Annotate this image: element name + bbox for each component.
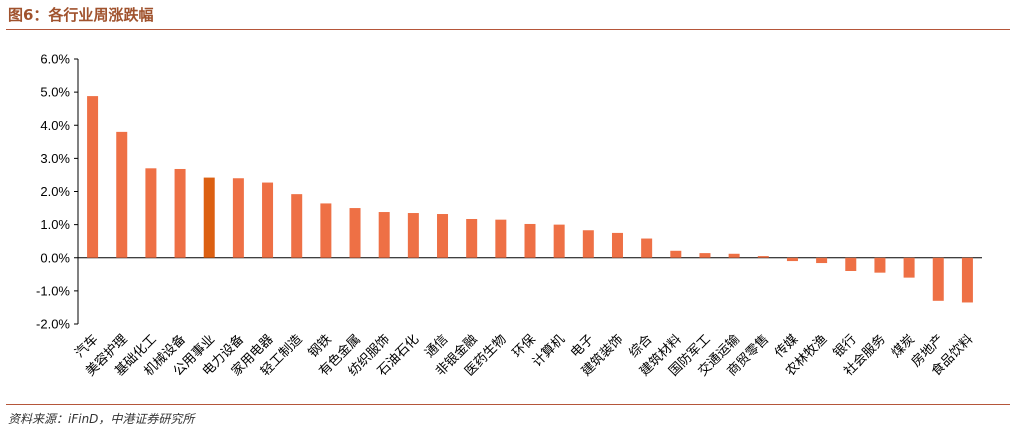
bar [524,223,536,258]
bar [87,96,99,258]
bar [495,219,507,258]
bar [203,177,215,258]
bar [699,253,711,258]
bar [903,257,915,278]
footer-divider [6,404,1010,405]
bar [670,250,682,258]
source-note: 资料来源：iFinD，中港证券研究所 [8,412,195,426]
bar [582,230,594,258]
bar [145,168,157,258]
bar [786,257,798,262]
bar [378,212,390,258]
bar [874,257,886,273]
y-tick-label: 5.0% [40,85,70,100]
title-divider [6,29,1010,30]
bar [407,213,419,258]
bar [291,194,303,258]
bar [349,208,361,258]
bar [116,131,128,258]
x-tick-label: 计算机 [530,332,568,370]
y-tick-label: 3.0% [40,151,70,166]
bar [262,182,274,258]
bar [816,257,828,264]
y-tick-label: 2.0% [40,184,70,199]
bar [961,257,973,303]
bar [320,203,332,258]
bar [437,214,449,258]
bar [553,224,565,258]
bar [845,257,857,271]
y-tick-label: 4.0% [40,118,70,133]
bar [466,218,478,258]
y-tick-label: -2.0% [36,317,70,332]
bar [641,238,653,258]
y-tick-label: 6.0% [40,52,70,67]
bar [757,256,769,258]
figure-title: 图6：各行业周涨跌幅 [8,6,154,24]
bar [611,232,623,258]
y-tick-label: 0.0% [40,250,70,265]
y-tick-label: 1.0% [40,217,70,232]
bar [174,168,186,258]
bar-chart: 6.0%5.0%4.0%3.0%2.0%1.0%0.0%-1.0%-2.0%汽车… [36,52,982,379]
y-tick-label: -1.0% [36,283,70,298]
bar [728,253,740,258]
bar [932,257,944,301]
bar [232,178,244,258]
